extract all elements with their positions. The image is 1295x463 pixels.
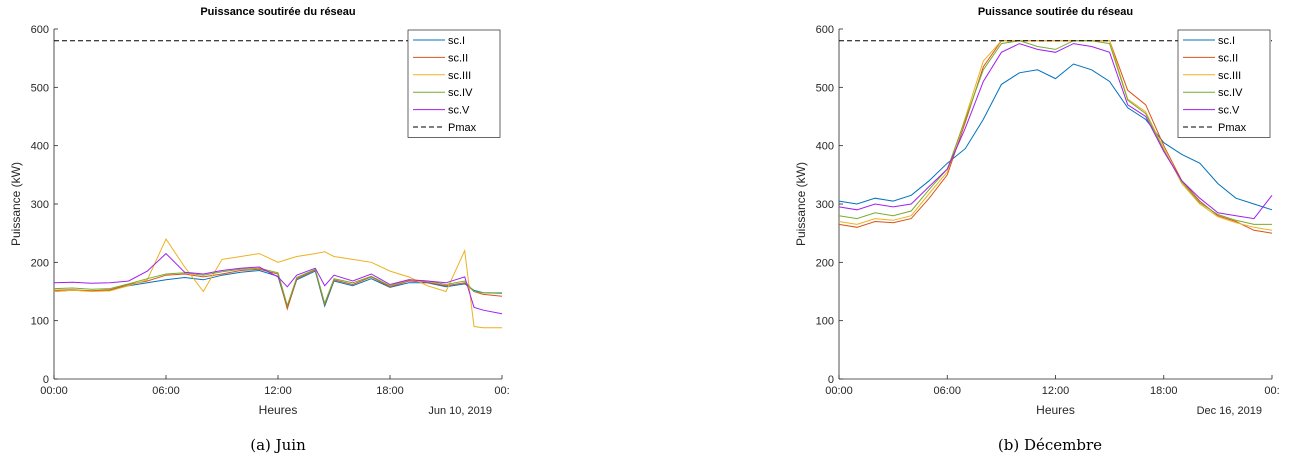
y-tick-label: 300 [816, 199, 834, 211]
series-line-sc-iii [53, 237, 502, 329]
y-tick-label: 100 [31, 316, 49, 328]
legend-label: sc.III [1218, 70, 1241, 82]
y-tick-label: 600 [816, 24, 834, 36]
x-tick-label: 00:00 [825, 385, 853, 397]
legend-label: sc.IV [448, 87, 473, 99]
series-line-sc-ii [53, 268, 503, 311]
y-tick-label: 500 [816, 82, 834, 94]
x-tick-label: 06:00 [933, 385, 961, 397]
legend-label: sc.IV [1218, 87, 1243, 99]
caption-decembre: (b) Décembre [997, 436, 1103, 454]
x-tick-label: 12:00 [1042, 385, 1070, 397]
legend-label: sc.V [1218, 105, 1240, 117]
y-tick-label: 0 [828, 374, 834, 386]
date-label: Jun 10, 2019 [428, 405, 492, 417]
date-label: Dec 16, 2019 [1197, 405, 1262, 417]
y-tick-label: 100 [816, 316, 834, 328]
chart-title: Puissance soutirée du réseau [978, 6, 1133, 18]
legend-label: sc.II [448, 52, 468, 64]
series-line-sc-v [838, 43, 1273, 220]
legend-label: sc.III [448, 70, 471, 82]
x-axis-label: Heures [1036, 403, 1075, 417]
x-tick-label: 18:00 [1150, 385, 1178, 397]
y-tick-label: 400 [31, 141, 49, 153]
legend-label: Pmax [448, 122, 477, 134]
chart-juin: 0 100 200 300 400 500 600 00:00 06:00 12:00 18:00 0… [9, 6, 510, 417]
legend-label: sc.II [1218, 52, 1238, 64]
y-tick-label: 600 [31, 24, 49, 36]
legend-box [1177, 29, 1271, 138]
series-line-sc-i [838, 63, 1273, 211]
y-tick-label: 200 [31, 257, 49, 269]
legend-box [407, 29, 501, 138]
y-tick-label: 300 [31, 199, 49, 211]
legend-label: sc.I [1218, 35, 1235, 47]
y-tick-label: 500 [31, 82, 49, 94]
legend-label: sc.I [448, 35, 465, 47]
caption-juin: (a) Juin [250, 436, 306, 454]
x-tick-label: 06:00 [152, 385, 180, 397]
x-tick-label: 00: [494, 385, 509, 397]
legend-label: Pmax [1218, 122, 1247, 134]
y-tick-label: 200 [816, 257, 834, 269]
series-line-sc-iv [838, 40, 1272, 225]
chart-panel-decembre: 0 100 200 300 400 500 600 00:00 06:00 12:00 18:00 0… [784, 0, 1295, 463]
x-tick-label: 18:00 [376, 385, 404, 397]
series-line-sc-iv [53, 267, 502, 308]
y-tick-label: 0 [43, 374, 49, 386]
x-tick-label: 00:00 [40, 385, 68, 397]
y-axis-label: Puissance (kW) [9, 162, 23, 246]
y-axis-label: Puissance (kW) [794, 162, 808, 246]
x-axis-label: Heures [259, 403, 298, 417]
chart-decembre: 0 100 200 300 400 500 600 00:00 06:00 12:00 18:00 0… [794, 6, 1280, 417]
chart-title: Puissance soutirée du réseau [200, 6, 355, 18]
chart-panel-juin: 0 100 200 300 400 500 600 00:00 06:00 12:00 18:00 0… [0, 0, 647, 463]
series-line-sc-i [53, 269, 503, 310]
series-line-sc-v [53, 252, 503, 315]
legend-label: sc.V [448, 105, 470, 117]
y-tick-label: 400 [816, 141, 834, 153]
x-tick-label: 12:00 [264, 385, 292, 397]
x-tick-label: 00: [1264, 385, 1279, 397]
